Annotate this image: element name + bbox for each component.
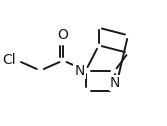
Text: Cl: Cl [2, 53, 16, 68]
Text: O: O [58, 28, 68, 42]
Text: N: N [75, 64, 85, 78]
Text: N: N [110, 76, 120, 90]
